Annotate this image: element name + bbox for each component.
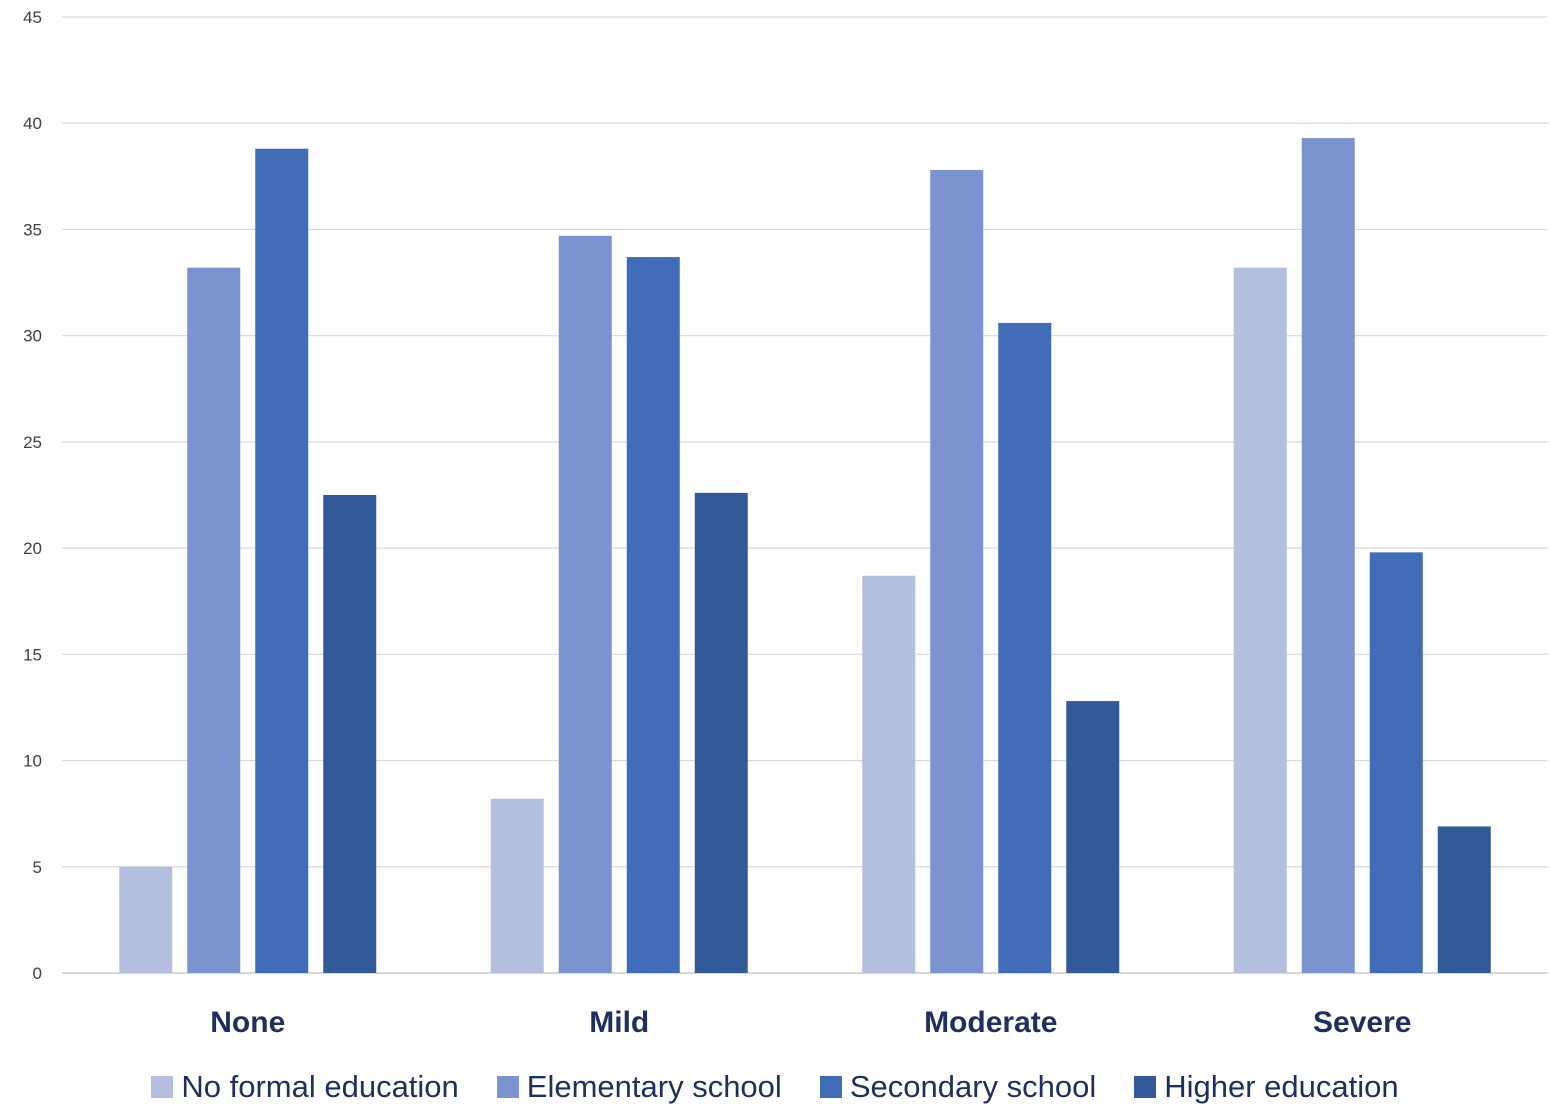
y-tick-label: 40 — [23, 114, 42, 133]
y-tick-label: 45 — [23, 8, 42, 27]
legend-item-secondary-school: Secondary school — [819, 1069, 1097, 1105]
category-label-moderate: Moderate — [924, 1006, 1057, 1039]
bar-mild-no-formal-education — [490, 798, 544, 973]
legend-label: Higher education — [1164, 1069, 1399, 1104]
category-label-none: None — [210, 1006, 285, 1039]
y-tick-label: 30 — [23, 327, 42, 346]
legend-swatch — [819, 1076, 842, 1098]
bar-mild-secondary-school — [626, 257, 680, 973]
bar-none-secondary-school — [255, 148, 309, 973]
y-tick-label: 25 — [23, 433, 42, 452]
legend-label: Secondary school — [849, 1069, 1097, 1104]
legend-label: Elementary school — [526, 1069, 782, 1104]
bar-moderate-no-formal-education — [862, 575, 916, 973]
bar-mild-higher-education — [694, 492, 748, 973]
legend-item-higher-education: Higher education — [1134, 1069, 1399, 1105]
legend-item-elementary-school: Elementary school — [496, 1069, 782, 1105]
y-tick-label: 35 — [23, 220, 42, 239]
bar-moderate-higher-education — [1066, 701, 1120, 973]
legend-swatch — [151, 1076, 174, 1098]
y-tick-label: 10 — [23, 752, 42, 771]
legend: No formal education Elementary school Seco… — [0, 1066, 1550, 1108]
bar-none-elementary-school — [187, 267, 241, 973]
bar-moderate-secondary-school — [998, 322, 1052, 973]
legend-item-no-formal-education: No formal education — [151, 1069, 459, 1105]
y-axis-tick-labels: 0 5 10 15 20 25 30 35 40 45 — [23, 8, 42, 983]
bar-chart: 0 5 10 15 20 25 30 35 40 45 None Mild Moderate Sever… — [23, 8, 1548, 1039]
bar-severe-secondary-school — [1369, 552, 1423, 973]
y-tick-label: 15 — [23, 645, 42, 664]
x-axis-category-labels: None Mild Moderate Severe — [210, 1006, 1411, 1039]
y-tick-label: 20 — [23, 539, 42, 558]
bar-moderate-elementary-school — [930, 169, 984, 973]
legend-label: No formal education — [181, 1069, 459, 1104]
bar-severe-elementary-school — [1301, 138, 1355, 974]
bar-severe-no-formal-education — [1233, 267, 1287, 973]
legend-swatch — [1134, 1076, 1157, 1098]
bar-none-no-formal-education — [119, 866, 173, 973]
bar-mild-elementary-school — [558, 235, 612, 974]
y-tick-label: 0 — [33, 964, 42, 983]
legend-swatch — [496, 1076, 519, 1098]
bars — [119, 138, 1491, 974]
bar-none-higher-education — [323, 495, 377, 973]
bar-severe-higher-education — [1437, 826, 1491, 973]
y-tick-label: 5 — [33, 858, 42, 877]
gridlines — [62, 16, 1548, 974]
category-label-severe: Severe — [1313, 1006, 1411, 1039]
category-label-mild: Mild — [589, 1006, 649, 1039]
